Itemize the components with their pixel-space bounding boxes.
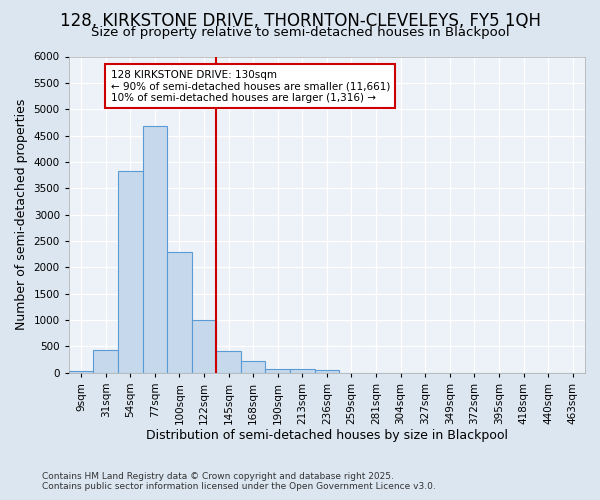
Bar [217,351,241,373]
Bar [143,126,167,373]
Text: Contains HM Land Registry data © Crown copyright and database right 2025.
Contai: Contains HM Land Registry data © Crown c… [42,472,436,491]
Bar [241,361,265,373]
Text: 128 KIRKSTONE DRIVE: 130sqm
← 90% of semi-detached houses are smaller (11,661)
1: 128 KIRKSTONE DRIVE: 130sqm ← 90% of sem… [110,70,390,103]
Bar [314,370,339,373]
Bar [265,368,290,373]
Text: Size of property relative to semi-detached houses in Blackpool: Size of property relative to semi-detach… [91,26,509,39]
Bar [94,350,118,373]
Bar [290,369,314,373]
X-axis label: Distribution of semi-detached houses by size in Blackpool: Distribution of semi-detached houses by … [146,430,508,442]
Bar [167,252,192,373]
Bar [192,320,217,373]
Bar [69,370,94,373]
Bar [118,172,143,373]
Text: 128, KIRKSTONE DRIVE, THORNTON-CLEVELEYS, FY5 1QH: 128, KIRKSTONE DRIVE, THORNTON-CLEVELEYS… [59,12,541,30]
Y-axis label: Number of semi-detached properties: Number of semi-detached properties [15,99,28,330]
